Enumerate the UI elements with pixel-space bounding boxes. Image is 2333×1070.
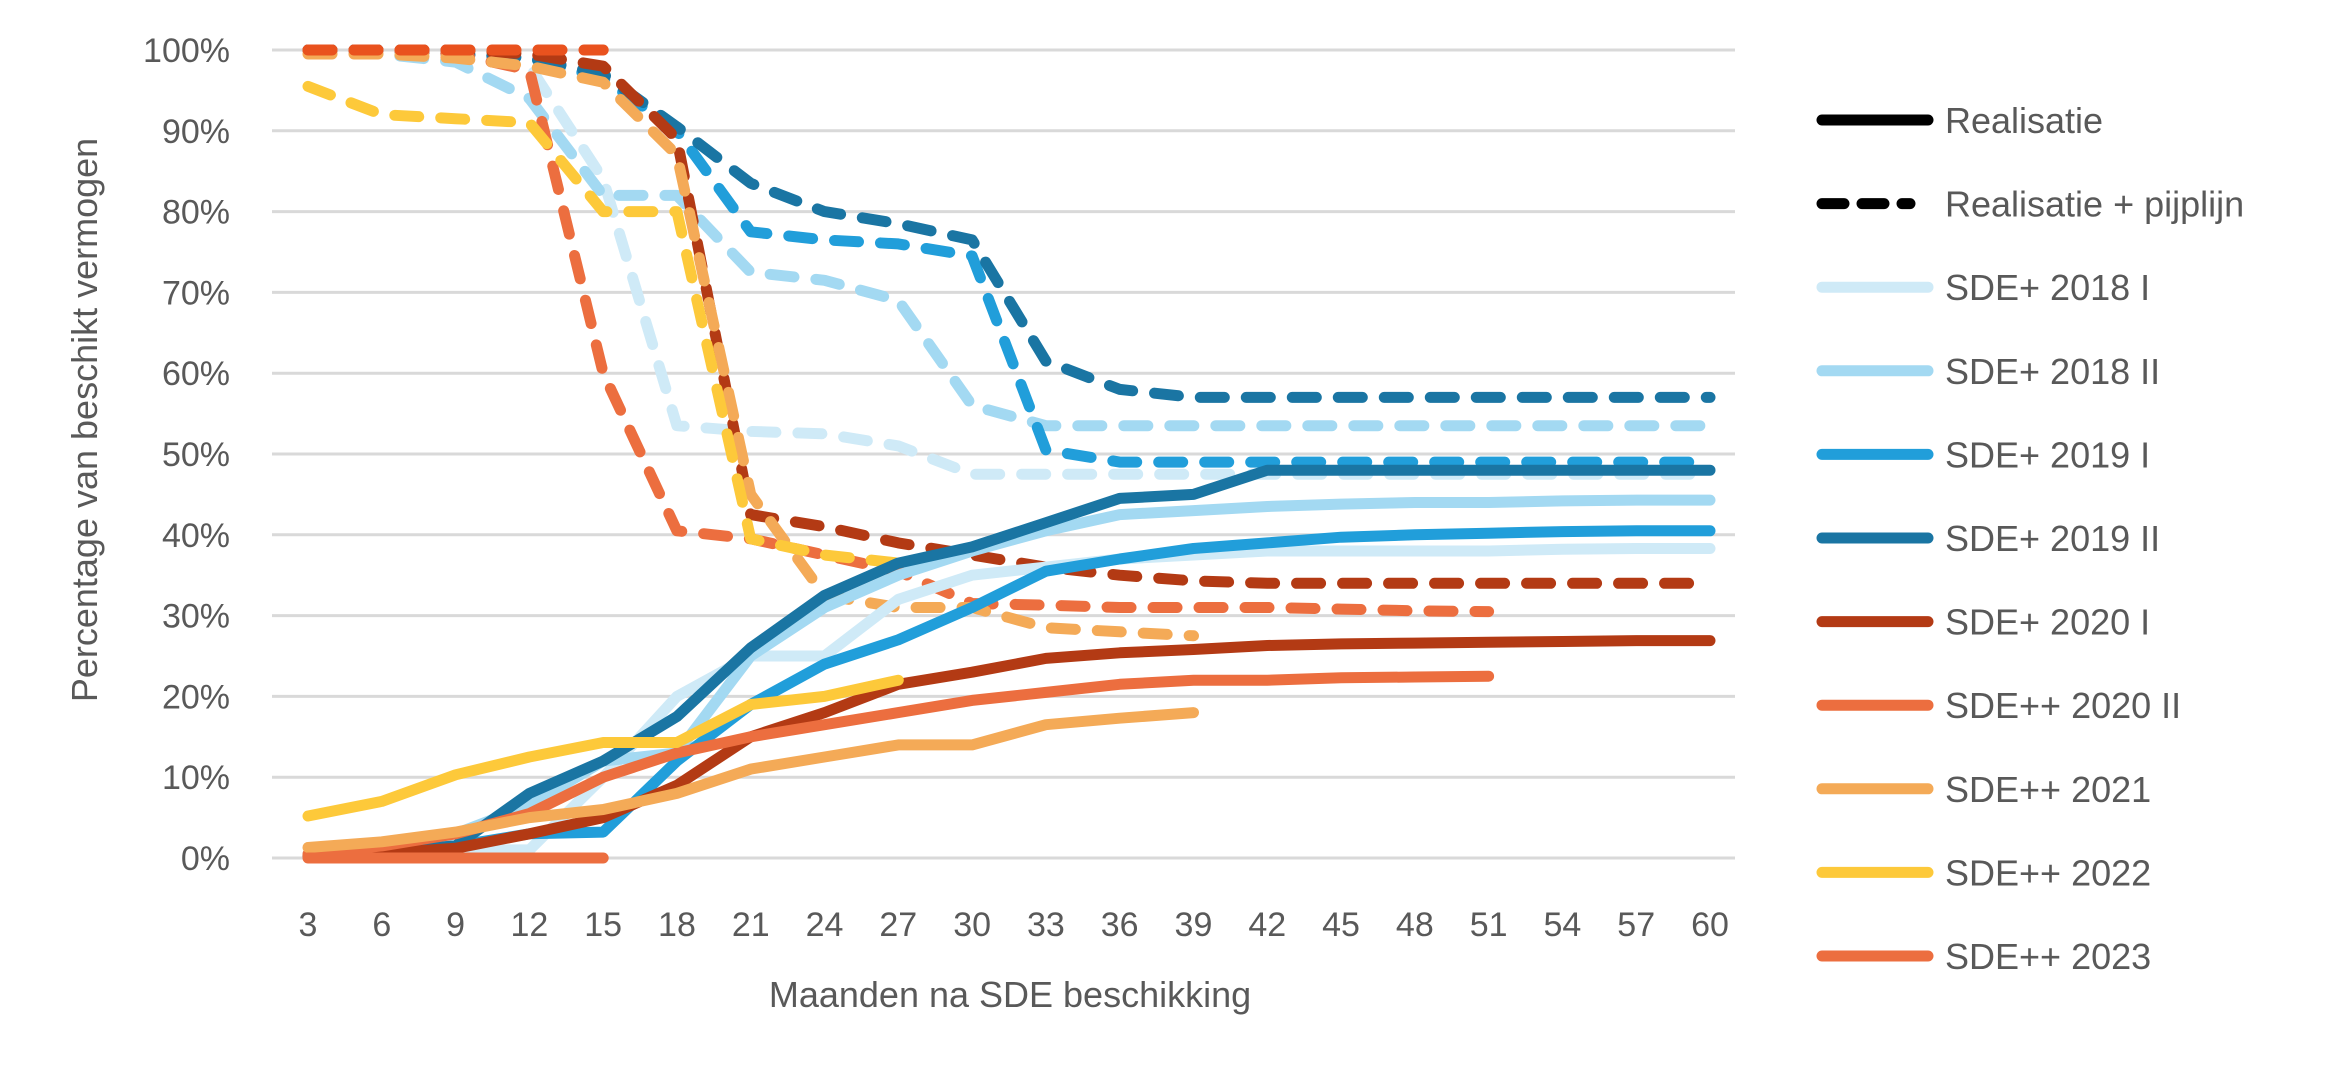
y-tick-label: 50% (162, 436, 230, 474)
x-tick-label: 51 (1470, 906, 1508, 944)
y-tick-label: 0% (181, 840, 230, 878)
legend-item: SDE+ 2020 I (1816, 602, 2150, 643)
x-tick-label: 18 (658, 906, 696, 944)
legend: Realisatie Realisatie + pijplijn SDE+ 2018… (1816, 100, 2244, 977)
x-tick-label: 12 (510, 906, 548, 944)
x-tick-label: 27 (879, 906, 917, 944)
x-axis-title: Maanden na SDE beschikking (769, 974, 1251, 1015)
x-tick-label: 9 (446, 906, 465, 944)
legend-label: SDE++ 2022 (1945, 852, 2151, 893)
series-lines (302, 44, 1716, 864)
series-line-sdeplus-2018-ii-realisatie (302, 494, 1716, 860)
y-tick-label: 80% (162, 194, 230, 232)
x-tick-label: 48 (1396, 906, 1434, 944)
y-tick-label: 40% (162, 517, 230, 555)
legend-item: Realisatie (1816, 100, 2103, 141)
series-line-sdeplusplus-2020-ii-pijplijn (302, 44, 1495, 618)
legend-label: SDE+ 2018 I (1945, 267, 2150, 308)
x-tick-label: 60 (1691, 906, 1729, 944)
legend-item: Realisatie + pijplijn (1816, 184, 2244, 225)
y-axis-tick-labels: 0% 10% 20% 30% 40% 50% 60% 70% 80% 90% 100% (143, 32, 230, 878)
legend-item: SDE++ 2023 (1816, 936, 2151, 977)
x-tick-label: 30 (953, 906, 991, 944)
series-line-sdeplus-2020-i-pijplijn (302, 44, 1716, 589)
y-tick-label: 90% (162, 113, 230, 151)
legend-item: SDE+ 2018 II (1816, 351, 2160, 392)
series-line-sdeplusplus-2021-pijplijn (302, 48, 1199, 642)
legend-item: SDE++ 2022 (1816, 852, 2151, 893)
x-tick-label: 3 (299, 906, 318, 944)
legend-label: SDE+ 2019 I (1945, 434, 2150, 475)
x-tick-label: 42 (1248, 906, 1286, 944)
legend-label: Realisatie (1945, 100, 2103, 141)
legend-label: Realisatie + pijplijn (1945, 184, 2244, 225)
series-line-sdeplusplus-2022-realisatie (302, 674, 904, 822)
x-axis-tick-labels: 3 6 9 12 15 18 21 24 27 30 33 36 39 42 45 48 51 54 57 60 (299, 906, 1729, 944)
legend-label: SDE++ 2020 II (1945, 685, 2181, 726)
y-tick-label: 60% (162, 355, 230, 393)
legend-item: SDE+ 2019 II (1816, 518, 2160, 559)
y-tick-label: 10% (162, 759, 230, 797)
legend-label: SDE+ 2018 II (1945, 351, 2160, 392)
legend-item: SDE+ 2018 I (1816, 267, 2150, 308)
y-tick-label: 30% (162, 598, 230, 636)
y-tick-label: 100% (143, 32, 230, 70)
x-tick-label: 6 (372, 906, 391, 944)
legend-label: SDE+ 2020 I (1945, 602, 2150, 643)
y-axis-title: Percentage van beschikt vermogen (64, 138, 105, 702)
x-tick-label: 45 (1322, 906, 1360, 944)
legend-item: SDE++ 2021 (1816, 769, 2151, 810)
x-tick-label: 57 (1617, 906, 1655, 944)
x-tick-label: 33 (1027, 906, 1065, 944)
series-line-sdeplus-2019-ii-realisatie (302, 464, 1716, 862)
legend-label: SDE++ 2021 (1945, 769, 2151, 810)
x-tick-label: 36 (1101, 906, 1139, 944)
series-line-sdeplusplus-2022-pijplijn (302, 80, 904, 569)
x-tick-label: 21 (732, 906, 770, 944)
x-tick-label: 15 (584, 906, 622, 944)
series-line-sdeplus-2018-ii-pijplijn (302, 44, 1716, 432)
legend-label: SDE++ 2023 (1945, 936, 2151, 977)
series-line-sdeplusplus-2021-realisatie (302, 707, 1199, 853)
x-tick-label: 54 (1544, 906, 1582, 944)
x-tick-label: 24 (806, 906, 844, 944)
series-line-sdeplus-2020-i-realisatie (302, 635, 1716, 862)
legend-label: SDE+ 2019 II (1945, 518, 2160, 559)
y-tick-label: 20% (162, 678, 230, 716)
x-tick-label: 39 (1175, 906, 1213, 944)
legend-item: SDE+ 2019 I (1816, 434, 2150, 475)
legend-item: SDE++ 2020 II (1816, 685, 2181, 726)
y-tick-label: 70% (162, 274, 230, 312)
